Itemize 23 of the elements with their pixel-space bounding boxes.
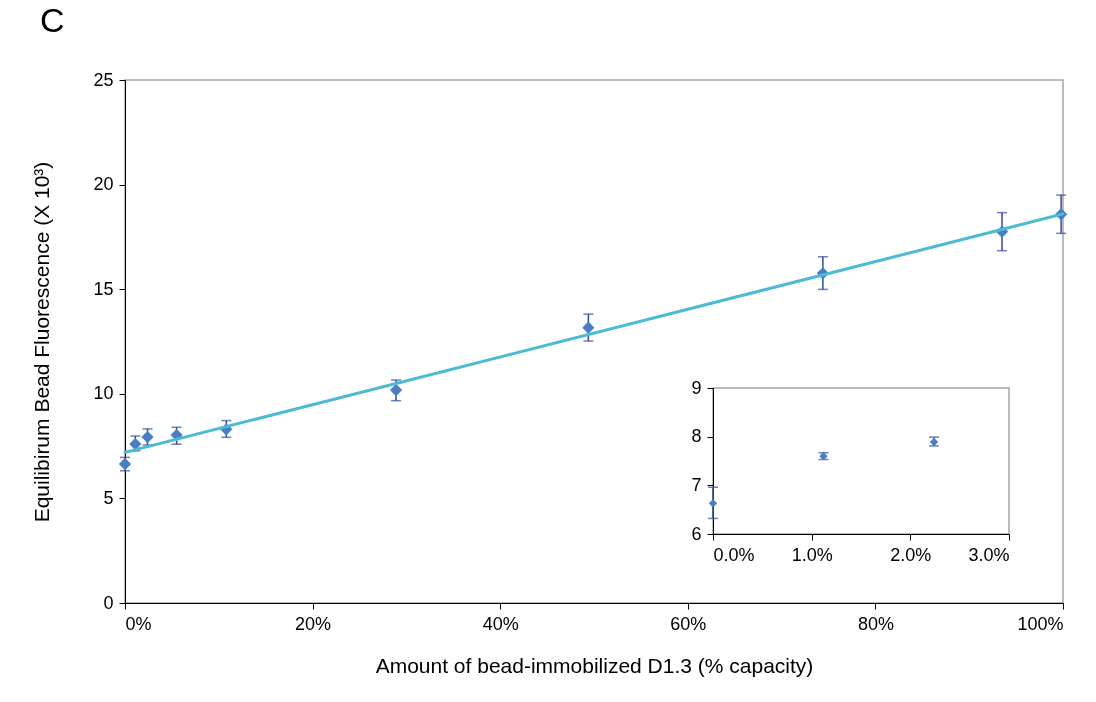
x-tick-label: 100% (1017, 613, 1064, 634)
y-tick-label: 25 (93, 69, 114, 90)
y-tick-label: 7 (691, 474, 702, 495)
x-tick-label: 40% (482, 613, 519, 634)
x-tick-label: 3.0% (968, 544, 1010, 565)
x-axis-title: Amount of bead-immobilized D1.3 (% capacity) (375, 653, 814, 677)
x-tick-label: 2.0% (890, 544, 932, 565)
x-tick-label: 80% (857, 613, 894, 634)
y-tick-label: 6 (691, 523, 702, 544)
y-tick-label: 9 (691, 377, 702, 398)
x-tick-label: 0% (125, 613, 152, 634)
y-tick-label: 10 (93, 383, 114, 404)
y-tick-label: 20 (93, 174, 114, 195)
x-tick-label: 0.0% (713, 544, 755, 565)
y-tick-label: 8 (691, 426, 702, 447)
y-axis-title: Equilibirum Bead Fluorescence (X 10³) (30, 161, 54, 523)
y-tick-label: 5 (103, 487, 114, 508)
x-tick-label: 1.0% (791, 544, 833, 565)
x-tick-label: 60% (670, 613, 707, 634)
y-tick-label: 0 (103, 592, 114, 613)
y-tick-label: 15 (93, 278, 114, 299)
x-tick-label: 20% (295, 613, 332, 634)
chart-title: C (40, 1, 65, 39)
